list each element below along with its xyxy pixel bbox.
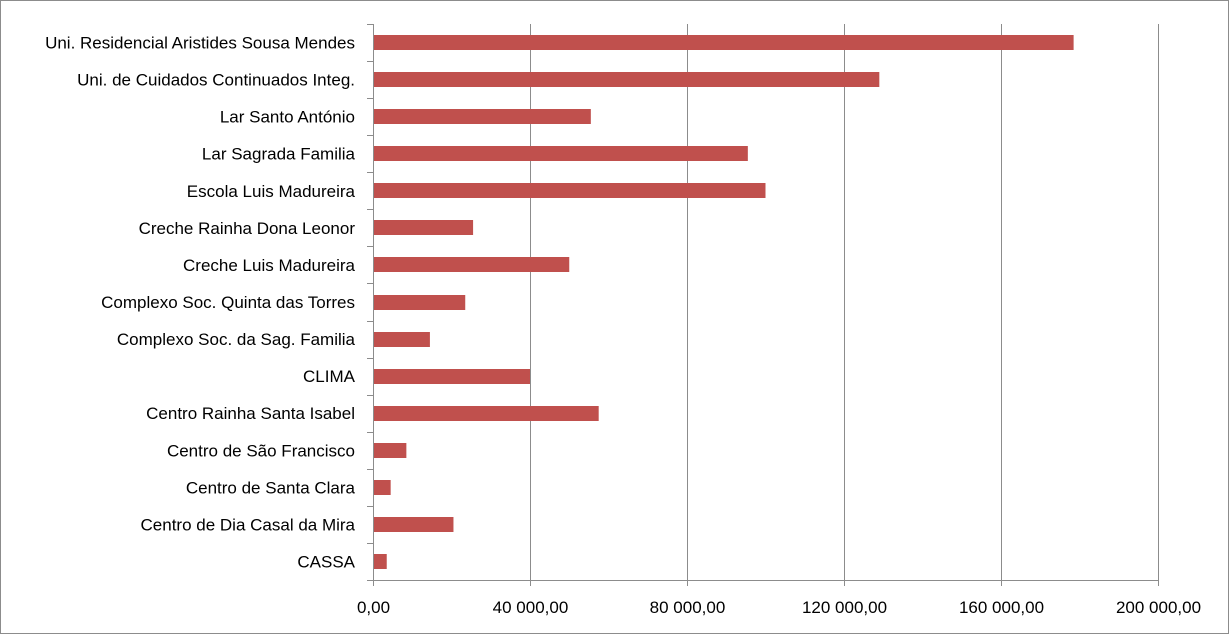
bar (374, 35, 1074, 50)
x-tick-label: 120 000,00 (802, 598, 887, 617)
category-label: Uni. de Cuidados Continuados Integ. (77, 71, 355, 90)
category-label: Lar Sagrada Familia (202, 145, 356, 164)
bar (374, 480, 391, 495)
bar (374, 146, 748, 161)
category-label: Centro de Dia Casal da Mira (141, 515, 356, 534)
bar (374, 295, 466, 310)
category-label: CASSA (297, 552, 355, 571)
x-tick-label: 160 000,00 (959, 598, 1044, 617)
bar (374, 554, 387, 569)
category-labels: Uni. Residencial Aristides Sousa Mendes U… (45, 34, 356, 572)
bar (374, 72, 880, 87)
axes (367, 24, 1159, 586)
bar (374, 109, 591, 124)
bar (374, 406, 599, 421)
gridlines (530, 24, 1159, 580)
category-label: Centro de São Francisco (167, 441, 355, 460)
bar (374, 257, 570, 272)
category-label: Complexo Soc. Quinta das Torres (101, 293, 355, 312)
bar (374, 332, 430, 347)
bars (374, 35, 1074, 569)
category-label: Complexo Soc. da Sag. Familia (117, 330, 356, 349)
category-label: Escola Luis Madureira (187, 182, 356, 201)
category-label: Creche Luis Madureira (183, 256, 356, 275)
x-tick-label: 40 000,00 (493, 598, 569, 617)
bar (374, 369, 530, 384)
bar (374, 183, 766, 198)
x-tick-label: 0,00 (357, 598, 390, 617)
x-tick-label: 80 000,00 (650, 598, 726, 617)
category-label: CLIMA (303, 367, 356, 386)
category-label: Creche Rainha Dona Leonor (139, 219, 356, 238)
bar (374, 443, 407, 458)
x-tick-label: 200 000,00 (1116, 598, 1201, 617)
category-label: Lar Santo António (220, 108, 355, 127)
bar (374, 220, 474, 235)
x-tick-labels: 0,00 40 000,00 80 000,00 120 000,00 160 000,… (357, 598, 1201, 617)
category-label: Centro de Santa Clara (186, 478, 356, 497)
bar (374, 517, 454, 532)
category-label: Centro Rainha Santa Isabel (146, 404, 355, 423)
category-label: Uni. Residencial Aristides Sousa Mendes (45, 34, 355, 53)
